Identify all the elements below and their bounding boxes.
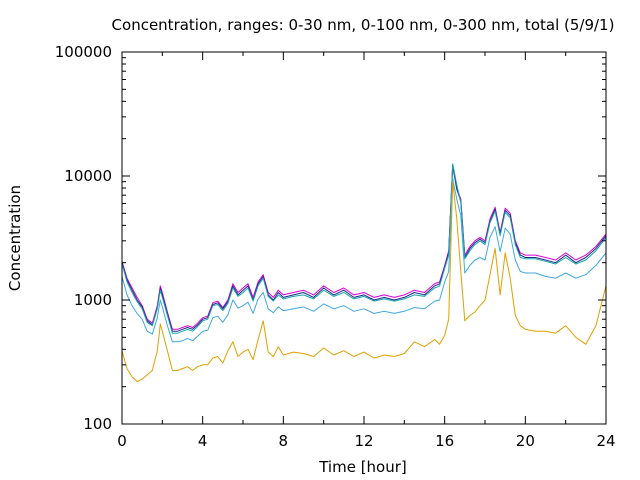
series-line-total	[121, 163, 607, 330]
y-tick-label: 100000	[55, 43, 112, 61]
series-layer	[121, 163, 607, 382]
series-line-lowest	[121, 181, 607, 382]
x-axis-label: Time [hour]	[318, 458, 407, 476]
y-tick-label: 1000	[74, 291, 112, 309]
x-tick-label: 24	[596, 432, 615, 450]
y-tick-label: 10000	[64, 167, 112, 185]
series-line-0-100nm	[121, 163, 607, 334]
x-tick-label: 8	[279, 432, 289, 450]
x-tick-label: 16	[435, 432, 454, 450]
ticks-layer: 0 4 8 12 16 20 24 100 1000 10000 100000	[55, 43, 616, 450]
y-axis-label: Concentration	[6, 185, 24, 291]
y-tick-label: 100	[83, 415, 112, 433]
x-tick-label: 12	[354, 432, 373, 450]
chart-title: Concentration, ranges: 0-30 nm, 0-100 nm…	[112, 16, 615, 34]
x-tick-label: 0	[117, 432, 127, 450]
x-tick-label: 4	[198, 432, 208, 450]
x-tick-label: 20	[516, 432, 535, 450]
series-line-0-300nm	[121, 165, 607, 332]
series-line-0-30nm	[121, 178, 607, 343]
plot-frame	[121, 51, 607, 425]
